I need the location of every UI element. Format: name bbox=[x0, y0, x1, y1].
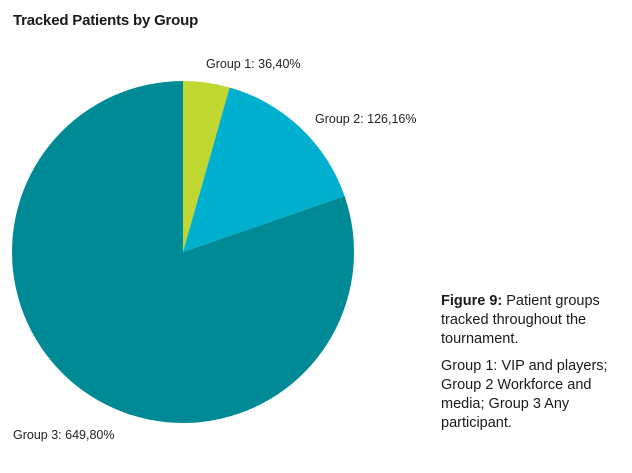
pie-slice-group-2 bbox=[183, 87, 345, 253]
pie-slice-group-1 bbox=[183, 80, 230, 252]
pie-slice-group-3 bbox=[12, 81, 355, 423]
slice-label-group-3: Group 3: 649,80% bbox=[13, 428, 115, 442]
figure-description: Patient groups tracked throughout the to… bbox=[441, 293, 600, 347]
figure-number: Figure 9: bbox=[441, 293, 503, 309]
slice-label-group-1: Group 1: 36,40% bbox=[206, 57, 301, 71]
slice-label-group-2: Group 2: 126,16% bbox=[315, 112, 417, 126]
group-legend-note: Group 1: VIP and players; Group 2 Workfo… bbox=[441, 358, 608, 431]
figure-caption: Figure 9: Patient groups tracked through… bbox=[441, 292, 623, 433]
chart-title: Tracked Patients by Group bbox=[13, 12, 199, 29]
